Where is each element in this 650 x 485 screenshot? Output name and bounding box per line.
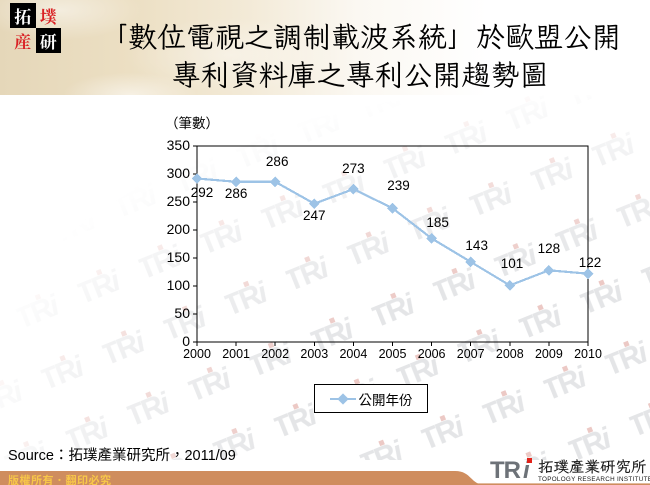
svg-text:273: 273 xyxy=(342,161,365,176)
svg-text:100: 100 xyxy=(167,277,191,293)
svg-text:185: 185 xyxy=(426,215,449,230)
svg-text:TR: TR xyxy=(490,457,521,484)
svg-text:2008: 2008 xyxy=(496,347,524,361)
svg-text:2000: 2000 xyxy=(183,347,211,361)
svg-text:128: 128 xyxy=(538,241,561,256)
svg-text:TOPOLOGY RESEARCH INSTITUTE: TOPOLOGY RESEARCH INSTITUTE xyxy=(538,476,650,483)
svg-text:250: 250 xyxy=(167,193,191,209)
svg-text:2010: 2010 xyxy=(574,347,602,361)
svg-text:150: 150 xyxy=(167,249,191,265)
svg-text:122: 122 xyxy=(579,255,602,270)
svg-text:239: 239 xyxy=(387,178,410,193)
svg-text:2006: 2006 xyxy=(418,347,446,361)
svg-text:2005: 2005 xyxy=(379,347,407,361)
svg-text:300: 300 xyxy=(167,165,191,181)
svg-text:247: 247 xyxy=(303,208,326,223)
svg-text:286: 286 xyxy=(225,186,248,201)
svg-text:350: 350 xyxy=(167,137,191,153)
svg-text:143: 143 xyxy=(465,238,488,253)
svg-text:2004: 2004 xyxy=(339,347,367,361)
svg-text:292: 292 xyxy=(191,185,214,200)
svg-text:200: 200 xyxy=(167,221,191,237)
svg-text:2003: 2003 xyxy=(300,347,328,361)
svg-text:286: 286 xyxy=(266,154,289,169)
svg-text:2009: 2009 xyxy=(535,347,563,361)
svg-text:101: 101 xyxy=(501,256,524,271)
svg-text:2007: 2007 xyxy=(457,347,485,361)
svg-text:2001: 2001 xyxy=(222,347,250,361)
svg-text:拓璞產業研究所: 拓璞產業研究所 xyxy=(538,457,647,477)
svg-text:50: 50 xyxy=(174,305,190,321)
svg-text:2002: 2002 xyxy=(261,347,289,361)
